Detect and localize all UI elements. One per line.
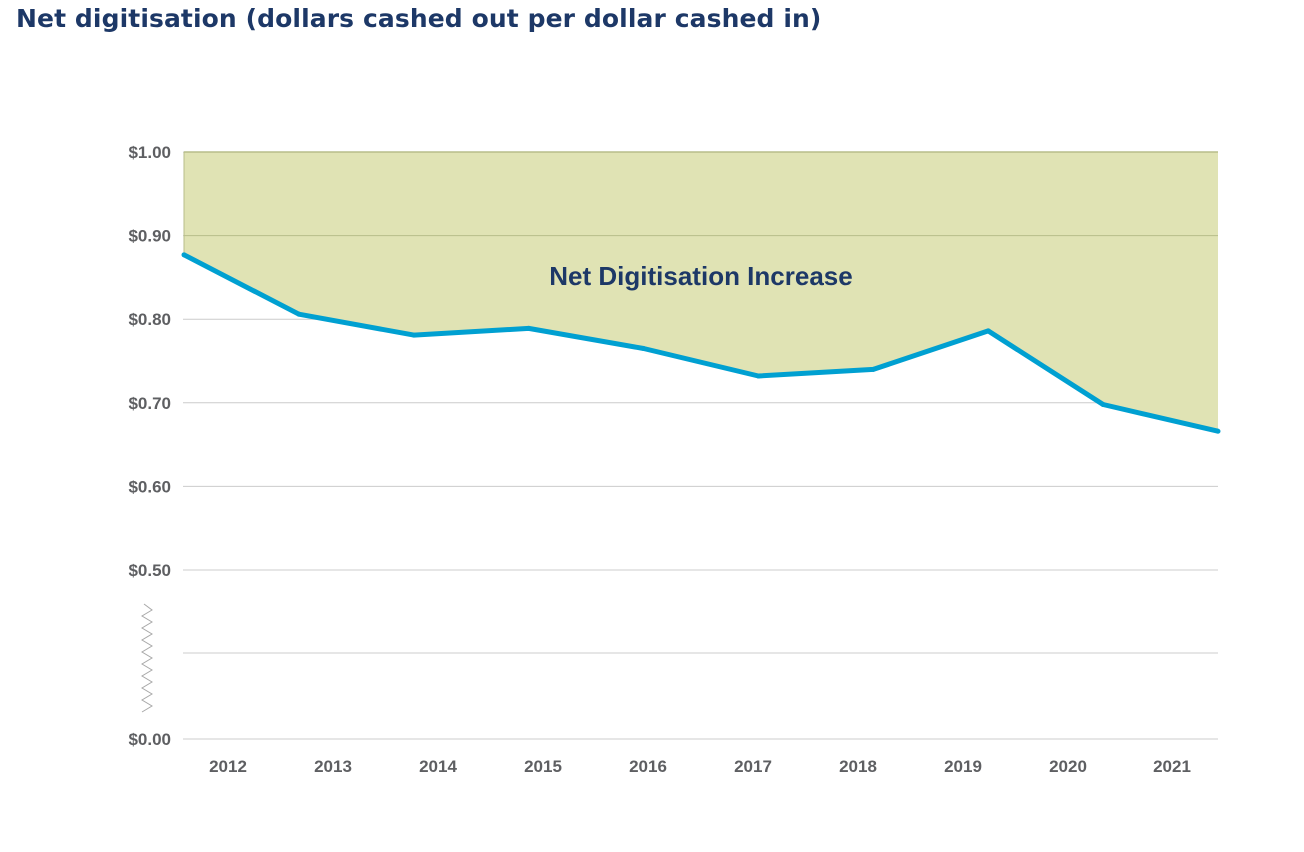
- data-point-2019: [985, 328, 991, 334]
- series-line: [182, 252, 1219, 434]
- axis-break-marker: [141, 603, 153, 713]
- y-tick-label: $0.80: [128, 310, 171, 329]
- y-tick-label: $0.50: [128, 561, 171, 580]
- y-axis-tick-labels: $1.00 $0.90 $0.80 $0.70 $0.60 $0.50 $0.00: [128, 143, 171, 749]
- data-point-2021: [1215, 428, 1221, 434]
- x-tick-label: 2014: [419, 757, 457, 776]
- data-point-2013: [296, 311, 302, 317]
- area-annotation: Net Digitisation Increase: [549, 261, 852, 291]
- x-tick-label: 2021: [1153, 757, 1191, 776]
- chart-title: Net digitisation (dollars cashed out per…: [16, 4, 822, 33]
- x-tick-label: 2012: [209, 757, 247, 776]
- y-tick-label: $0.70: [128, 394, 171, 413]
- x-tick-label: 2020: [1049, 757, 1087, 776]
- axis-break-zigzag: [141, 603, 153, 713]
- net-digitisation-increase-area: [184, 152, 1218, 432]
- data-point-2017: [755, 373, 761, 379]
- x-tick-label: 2019: [944, 757, 982, 776]
- x-tick-label: 2018: [839, 757, 877, 776]
- data-point-2014: [411, 332, 417, 338]
- y-tick-label: $0.60: [128, 477, 171, 496]
- data-point-2016: [641, 345, 647, 351]
- x-tick-label: 2015: [524, 757, 562, 776]
- x-axis-tick-labels: 2012 2013 2014 2015 2016 2017 2018 2019 2020 2021: [209, 757, 1191, 776]
- x-tick-label: 2013: [314, 757, 352, 776]
- data-point-2020: [1100, 401, 1106, 407]
- x-tick-label: 2016: [629, 757, 667, 776]
- x-tick-label: 2017: [734, 757, 772, 776]
- data-point-2018: [870, 366, 876, 372]
- y-tick-label: $0.00: [128, 730, 171, 749]
- data-point-2012: [181, 252, 187, 258]
- y-tick-label: $1.00: [128, 143, 171, 162]
- data-point-2015: [526, 325, 532, 331]
- y-tick-label: $0.90: [128, 227, 171, 246]
